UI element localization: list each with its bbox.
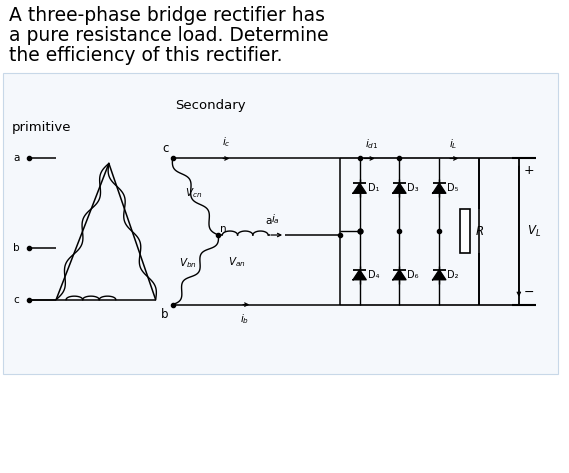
Text: $V_{cn}$: $V_{cn}$ [185,186,203,200]
Text: −: − [524,286,534,299]
Text: n: n [220,224,227,234]
Bar [3,73,558,374]
Text: b: b [13,243,19,253]
Text: D₅: D₅ [447,183,459,193]
Polygon shape [432,270,446,280]
Polygon shape [353,184,366,193]
Text: $i_{d1}$: $i_{d1}$ [365,137,378,150]
Polygon shape [432,184,446,193]
Text: a pure resistance load. Determine: a pure resistance load. Determine [9,26,329,45]
Text: $i_L$: $i_L$ [449,137,457,150]
Text: c: c [162,142,168,156]
Polygon shape [393,270,406,280]
Text: $i_a$: $i_a$ [271,212,280,226]
Text: +: + [524,164,534,177]
Text: A three-phase bridge rectifier has: A three-phase bridge rectifier has [9,6,325,26]
Text: a: a [13,153,19,164]
Text: R: R [476,225,484,237]
Text: b: b [161,307,168,321]
Text: D₄: D₄ [368,270,379,280]
Text: D₃: D₃ [407,183,419,193]
Text: D₂: D₂ [447,270,459,280]
Text: D₁: D₁ [368,183,379,193]
Text: D₆: D₆ [407,270,419,280]
Text: $i_c$: $i_c$ [222,135,231,149]
Text: $V_{bn}$: $V_{bn}$ [179,256,196,270]
Text: $V_{an}$: $V_{an}$ [228,255,246,269]
Text: the efficiency of this rectifier.: the efficiency of this rectifier. [9,46,283,65]
Bar [460,209,470,253]
Text: c: c [14,295,19,305]
Text: $V_L$: $V_L$ [527,223,541,238]
Polygon shape [393,184,406,193]
Text: $i_b$: $i_b$ [240,313,249,326]
Text: Secondary: Secondary [175,99,246,112]
Text: primitive: primitive [11,121,71,134]
Text: a: a [265,216,271,226]
Polygon shape [353,270,366,280]
